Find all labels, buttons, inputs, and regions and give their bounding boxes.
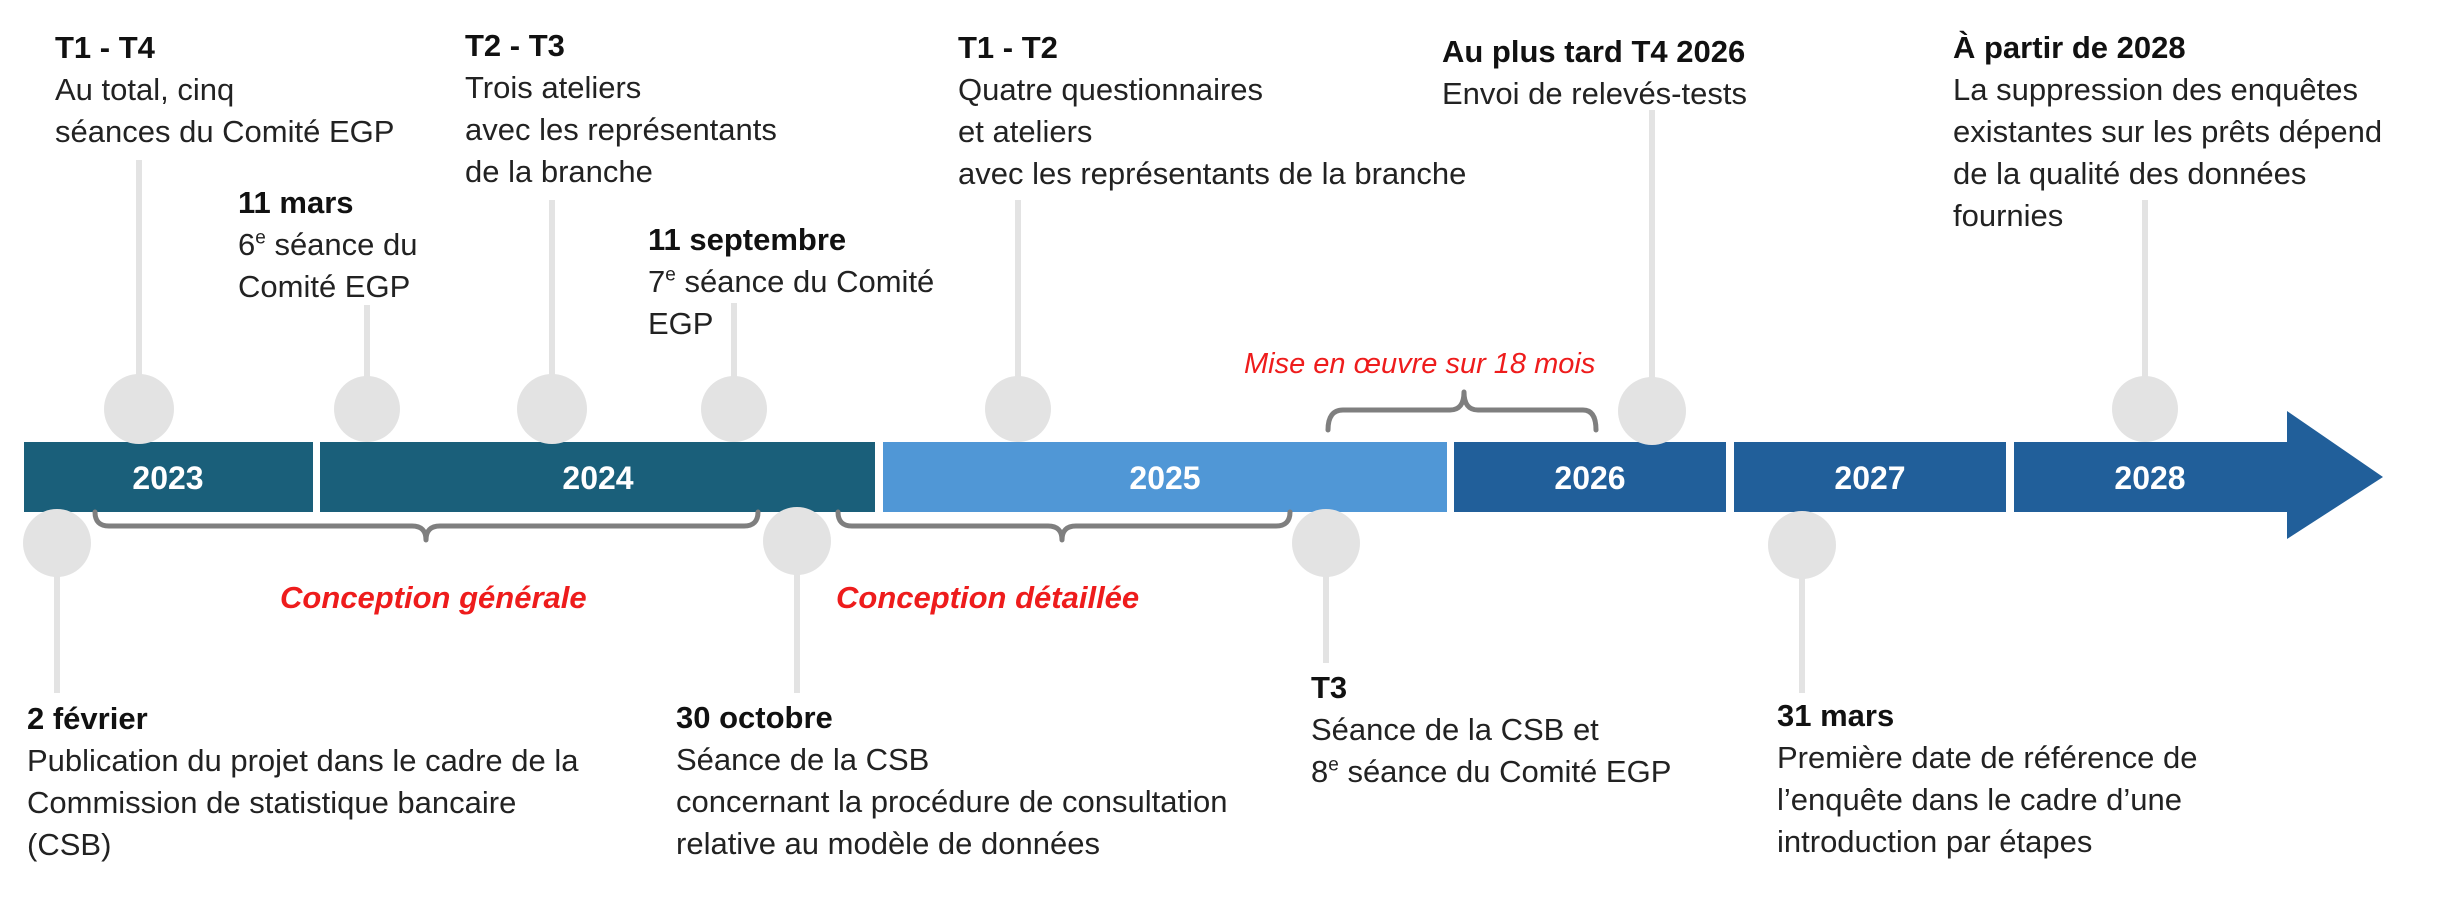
- year-label-2024: 2024: [562, 460, 633, 496]
- event-title: À partir de 2028: [1953, 30, 2186, 65]
- event-text: Trois ateliers: [465, 70, 642, 105]
- event-t1-t2-2025: T1 - T2 Quatre questionnaires et atelier…: [958, 27, 1466, 195]
- event-text: La suppression des enquêtes: [1953, 72, 2359, 107]
- marker-top-4: [701, 376, 767, 442]
- phase-labels: Conception générale Conception détaillée…: [280, 348, 1595, 615]
- event-text: 8e séance du Comité EGP: [1311, 754, 1672, 789]
- event-title: T3: [1311, 670, 1348, 705]
- event-markers: [23, 374, 2178, 579]
- event-title: 11 septembre: [648, 222, 847, 257]
- year-label-2026: 2026: [1554, 460, 1625, 496]
- event-text: concernant la procédure de consultation: [676, 784, 1228, 819]
- event-text: fournies: [1953, 198, 2064, 233]
- marker-top-3: [517, 374, 587, 444]
- year-bar-2026: [1454, 442, 1726, 512]
- event-title: 30 octobre: [676, 700, 833, 735]
- event-title: T1 - T2: [958, 30, 1058, 65]
- phase-brackets: [92, 389, 1599, 543]
- event-text: 7e séance du Comité: [648, 264, 935, 299]
- event-30-octobre: 30 octobre Séance de la CSB concernant l…: [676, 697, 1227, 865]
- marker-bottom-2: [763, 507, 831, 575]
- year-bars: [24, 411, 2383, 539]
- event-title: 31 mars: [1777, 698, 1895, 733]
- event-text: EGP: [648, 306, 714, 341]
- event-text: existantes sur les prêts dépend: [1953, 114, 2383, 149]
- event-text: Séance de la CSB et: [1311, 712, 1599, 747]
- event-text: Au total, cinq: [55, 72, 235, 107]
- event-t2-t3-2024: T2 - T3 Trois ateliers avec les représen…: [465, 25, 777, 193]
- event-text: avec les représentants: [465, 112, 777, 147]
- event-text: Commission de statistique bancaire: [27, 785, 517, 820]
- year-bar-2024: [320, 442, 875, 512]
- year-bar-2023: [24, 442, 313, 512]
- event-text: introduction par étapes: [1777, 824, 2093, 859]
- event-text: Quatre questionnaires: [958, 72, 1264, 107]
- phase-label-mise-en-oeuvre: Mise en œuvre sur 18 mois: [1244, 348, 1595, 380]
- event-11-mars: 11 mars 6e séance du Comité EGP: [238, 182, 418, 308]
- marker-top-7: [2112, 376, 2178, 442]
- event-text: séances du Comité EGP: [55, 114, 395, 149]
- marker-top-1: [104, 374, 174, 444]
- year-bar-2025: [883, 442, 1447, 512]
- bracket-conception-detaillee: [835, 509, 1293, 543]
- phase-label-conception-generale: Conception générale: [280, 580, 587, 615]
- event-t1-t4-2023: T1 - T4 Au total, cinq séances du Comité…: [55, 27, 394, 153]
- event-t3-2025: T3 Séance de la CSB et 8e séance du Comi…: [1311, 667, 1671, 793]
- event-text: avec les représentants de la branche: [958, 156, 1467, 191]
- event-text: Envoi de relevés-tests: [1442, 76, 1747, 111]
- event-a-partir-2028: À partir de 2028 La suppression des enqu…: [1953, 27, 2382, 237]
- event-text: et ateliers: [958, 114, 1093, 149]
- event-text: de la qualité des données: [1953, 156, 2307, 191]
- event-text: l’enquête dans le cadre d’une: [1777, 782, 2183, 817]
- marker-top-5: [985, 376, 1051, 442]
- bracket-conception-generale: [92, 509, 761, 543]
- event-title: 2 février: [27, 701, 148, 736]
- marker-bottom-3: [1292, 509, 1360, 577]
- year-bar-2028-arrow: [2014, 411, 2383, 539]
- phase-label-conception-detaillee: Conception détaillée: [836, 580, 1139, 615]
- event-text: Séance de la CSB: [676, 742, 930, 777]
- event-2-fevrier: 2 février Publication du projet dans le …: [27, 698, 578, 866]
- year-label-2023: 2023: [132, 460, 203, 496]
- event-title: Au plus tard T4 2026: [1442, 34, 1746, 69]
- event-text: Première date de référence de: [1777, 740, 2198, 775]
- marker-top-2: [334, 376, 400, 442]
- year-label-2025: 2025: [1129, 460, 1200, 496]
- event-title: T2 - T3: [465, 28, 565, 63]
- marker-top-6: [1618, 377, 1686, 445]
- bracket-mise-en-oeuvre: [1325, 389, 1599, 433]
- event-text: de la branche: [465, 154, 653, 189]
- event-11-septembre: 11 septembre 7e séance du Comité EGP: [648, 219, 934, 345]
- event-31-mars: 31 mars Première date de référence de l’…: [1777, 695, 2197, 863]
- year-labels: 2023 2024 2025 2026 2027 2028: [132, 460, 2185, 496]
- event-title: 11 mars: [238, 185, 354, 220]
- event-title: T1 - T4: [55, 30, 155, 65]
- event-text: 6e séance du: [238, 227, 418, 262]
- event-text: (CSB): [27, 827, 112, 862]
- year-label-2028: 2028: [2114, 460, 2185, 496]
- event-text: Comité EGP: [238, 269, 411, 304]
- event-text: relative au modèle de données: [676, 826, 1100, 861]
- event-t4-2026: Au plus tard T4 2026 Envoi de relevés-te…: [1442, 31, 1747, 115]
- year-label-2027: 2027: [1834, 460, 1905, 496]
- marker-bottom-1: [23, 509, 91, 577]
- marker-bottom-4: [1768, 511, 1836, 579]
- year-bar-2027: [1734, 442, 2006, 512]
- event-text: Publication du projet dans le cadre de l…: [27, 743, 579, 778]
